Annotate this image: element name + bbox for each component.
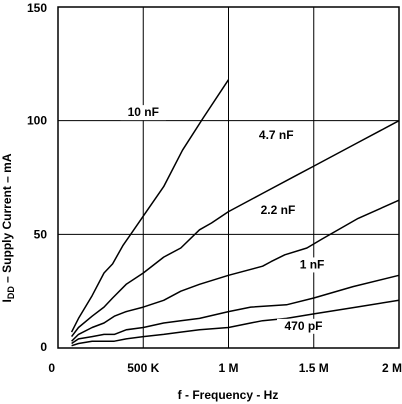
y-tick-label-3: 150	[27, 1, 47, 15]
y-axis-title: IDD – Supply Current – mA	[0, 153, 16, 302]
y-axis-title-rest: – Supply Current – mA	[0, 153, 14, 286]
plot-frame	[57, 6, 400, 349]
series-line-3	[71, 274, 400, 345]
series-label-bg-1	[249, 127, 303, 143]
series-label-bg-4	[277, 318, 331, 334]
series-line-1	[71, 120, 400, 338]
series-label-layer: 10 nF 4.7 nF 2.2 nF 1 nF 470 pF	[120, 105, 332, 334]
series-label-bg-2	[251, 202, 305, 218]
series-label-bg-0	[120, 105, 166, 121]
series-label-bg-3	[293, 257, 332, 273]
grid-layer	[58, 7, 399, 348]
series-label-0: 10 nF	[128, 105, 159, 119]
x-axis-title: f - Frequency - Hz	[178, 388, 279, 402]
y-axis-title-subscript: DD	[6, 286, 16, 299]
series-label-3: 1 nF	[300, 257, 325, 271]
x-tick-label-3: 1.5 M	[299, 361, 329, 375]
y-axis-title-symbol: I	[0, 299, 14, 302]
y-tick-label-2: 100	[27, 114, 47, 128]
series-label-1: 4.7 nF	[259, 128, 294, 142]
x-tick-label-2: 1 M	[218, 361, 238, 375]
series-line-0	[70, 79, 230, 333]
series-layer	[70, 79, 400, 347]
series-line-4	[71, 299, 400, 347]
x-tick-label-4: 2 M	[382, 361, 402, 375]
y-tick-label-0: 0	[40, 340, 47, 354]
series-line-2	[71, 199, 400, 342]
series-label-2: 2.2 nF	[261, 203, 296, 217]
y-tick-label-1: 50	[34, 227, 48, 241]
series-label-4: 470 pF	[285, 319, 323, 333]
x-tick-label-0: 0	[48, 361, 55, 375]
x-tick-label-1: 500 K	[127, 361, 159, 375]
tick-label-layer: 0 500 K 1 M 1.5 M 2 M 0 50 100 150	[27, 1, 402, 375]
